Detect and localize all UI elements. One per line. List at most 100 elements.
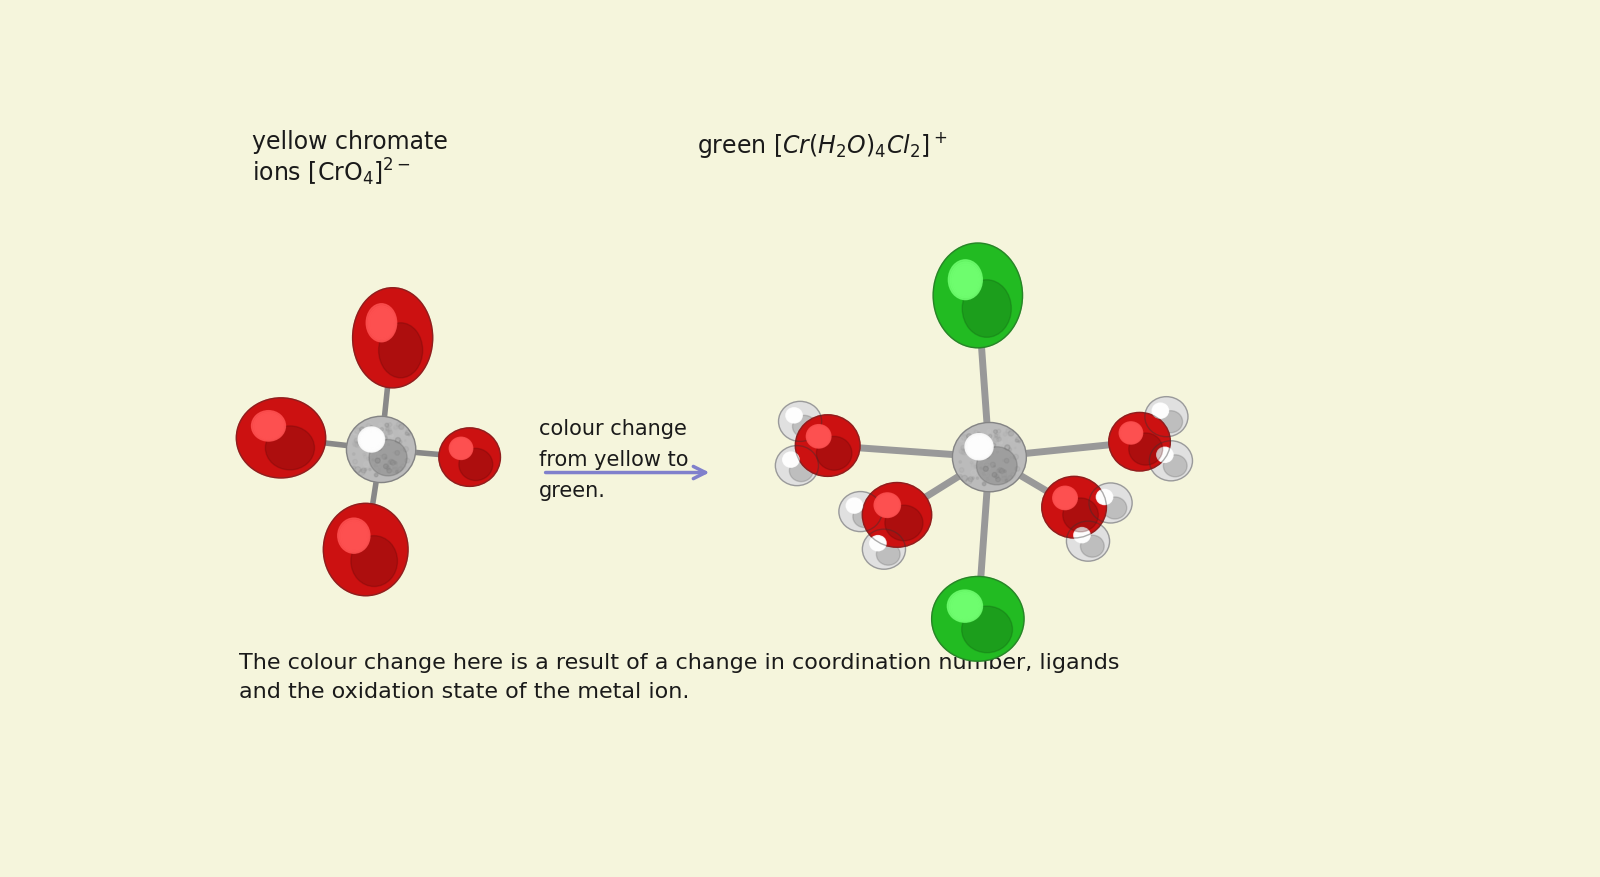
Ellipse shape <box>344 525 365 547</box>
Ellipse shape <box>338 518 370 553</box>
Ellipse shape <box>958 272 974 290</box>
Circle shape <box>394 425 398 430</box>
Circle shape <box>354 441 358 446</box>
Circle shape <box>376 454 381 459</box>
Circle shape <box>997 446 1003 451</box>
Ellipse shape <box>952 423 1026 492</box>
Ellipse shape <box>1101 494 1109 502</box>
Circle shape <box>997 429 1000 433</box>
Circle shape <box>1003 432 1006 436</box>
Circle shape <box>962 435 968 440</box>
Ellipse shape <box>955 268 976 293</box>
Circle shape <box>360 427 365 431</box>
Circle shape <box>386 457 387 459</box>
Circle shape <box>379 423 382 426</box>
Ellipse shape <box>878 496 898 515</box>
Ellipse shape <box>962 606 1013 652</box>
Circle shape <box>405 432 408 435</box>
Circle shape <box>398 425 402 429</box>
Circle shape <box>405 467 408 470</box>
Ellipse shape <box>1078 532 1086 539</box>
Circle shape <box>355 428 360 433</box>
Circle shape <box>387 444 389 446</box>
Circle shape <box>403 446 408 452</box>
Circle shape <box>976 436 979 439</box>
Circle shape <box>1014 439 1019 442</box>
Circle shape <box>1005 459 1010 463</box>
Circle shape <box>1013 438 1016 443</box>
Ellipse shape <box>931 576 1024 661</box>
Circle shape <box>384 464 389 468</box>
Ellipse shape <box>1157 407 1165 415</box>
Ellipse shape <box>966 435 992 459</box>
Circle shape <box>971 470 976 475</box>
Ellipse shape <box>790 411 798 420</box>
Circle shape <box>960 467 963 473</box>
Circle shape <box>994 434 998 438</box>
Ellipse shape <box>958 600 974 615</box>
Ellipse shape <box>882 499 894 512</box>
Circle shape <box>354 466 355 468</box>
Circle shape <box>355 467 362 473</box>
Circle shape <box>976 454 981 460</box>
Ellipse shape <box>950 262 981 298</box>
Ellipse shape <box>1125 428 1138 439</box>
Circle shape <box>979 443 984 449</box>
Circle shape <box>1018 440 1021 443</box>
Ellipse shape <box>1059 492 1072 505</box>
Ellipse shape <box>965 433 994 460</box>
Circle shape <box>978 453 984 460</box>
Circle shape <box>974 466 978 468</box>
Ellipse shape <box>1120 423 1142 443</box>
Circle shape <box>984 453 990 459</box>
Ellipse shape <box>1120 422 1142 444</box>
Circle shape <box>395 438 400 443</box>
Circle shape <box>403 431 406 436</box>
Ellipse shape <box>816 437 851 470</box>
Ellipse shape <box>360 428 384 451</box>
Ellipse shape <box>877 543 901 565</box>
Circle shape <box>1000 441 1003 445</box>
Circle shape <box>995 434 1000 438</box>
Ellipse shape <box>885 505 923 541</box>
Text: ions [CrO$_4]^{2-}$: ions [CrO$_4]^{2-}$ <box>251 157 410 189</box>
Ellipse shape <box>459 448 493 481</box>
Circle shape <box>962 449 968 455</box>
Ellipse shape <box>811 430 827 445</box>
Circle shape <box>370 447 371 449</box>
Circle shape <box>368 422 373 426</box>
Ellipse shape <box>810 428 827 446</box>
Circle shape <box>390 434 394 437</box>
Ellipse shape <box>970 438 990 457</box>
Circle shape <box>378 431 382 435</box>
Circle shape <box>376 464 381 468</box>
Ellipse shape <box>872 538 885 550</box>
Circle shape <box>978 455 979 457</box>
Ellipse shape <box>874 539 883 548</box>
Circle shape <box>1003 470 1006 473</box>
Circle shape <box>354 438 360 443</box>
Ellipse shape <box>341 522 368 551</box>
Ellipse shape <box>1042 476 1107 538</box>
Ellipse shape <box>379 323 422 378</box>
Circle shape <box>371 436 378 442</box>
Text: and the oxidation state of the metal ion.: and the oxidation state of the metal ion… <box>238 682 690 702</box>
Circle shape <box>384 446 386 447</box>
Ellipse shape <box>877 496 898 516</box>
Circle shape <box>976 448 978 451</box>
Circle shape <box>366 447 373 453</box>
FancyArrowPatch shape <box>546 467 706 479</box>
Circle shape <box>1008 475 1013 480</box>
Ellipse shape <box>373 311 392 336</box>
Circle shape <box>1005 479 1008 481</box>
Ellipse shape <box>1096 489 1112 504</box>
Ellipse shape <box>862 482 931 547</box>
Circle shape <box>958 447 965 453</box>
Circle shape <box>397 439 398 441</box>
Circle shape <box>360 472 365 477</box>
Ellipse shape <box>1053 486 1077 510</box>
Ellipse shape <box>962 280 1011 338</box>
Ellipse shape <box>976 446 1018 485</box>
Ellipse shape <box>1058 491 1074 506</box>
Ellipse shape <box>851 503 859 510</box>
